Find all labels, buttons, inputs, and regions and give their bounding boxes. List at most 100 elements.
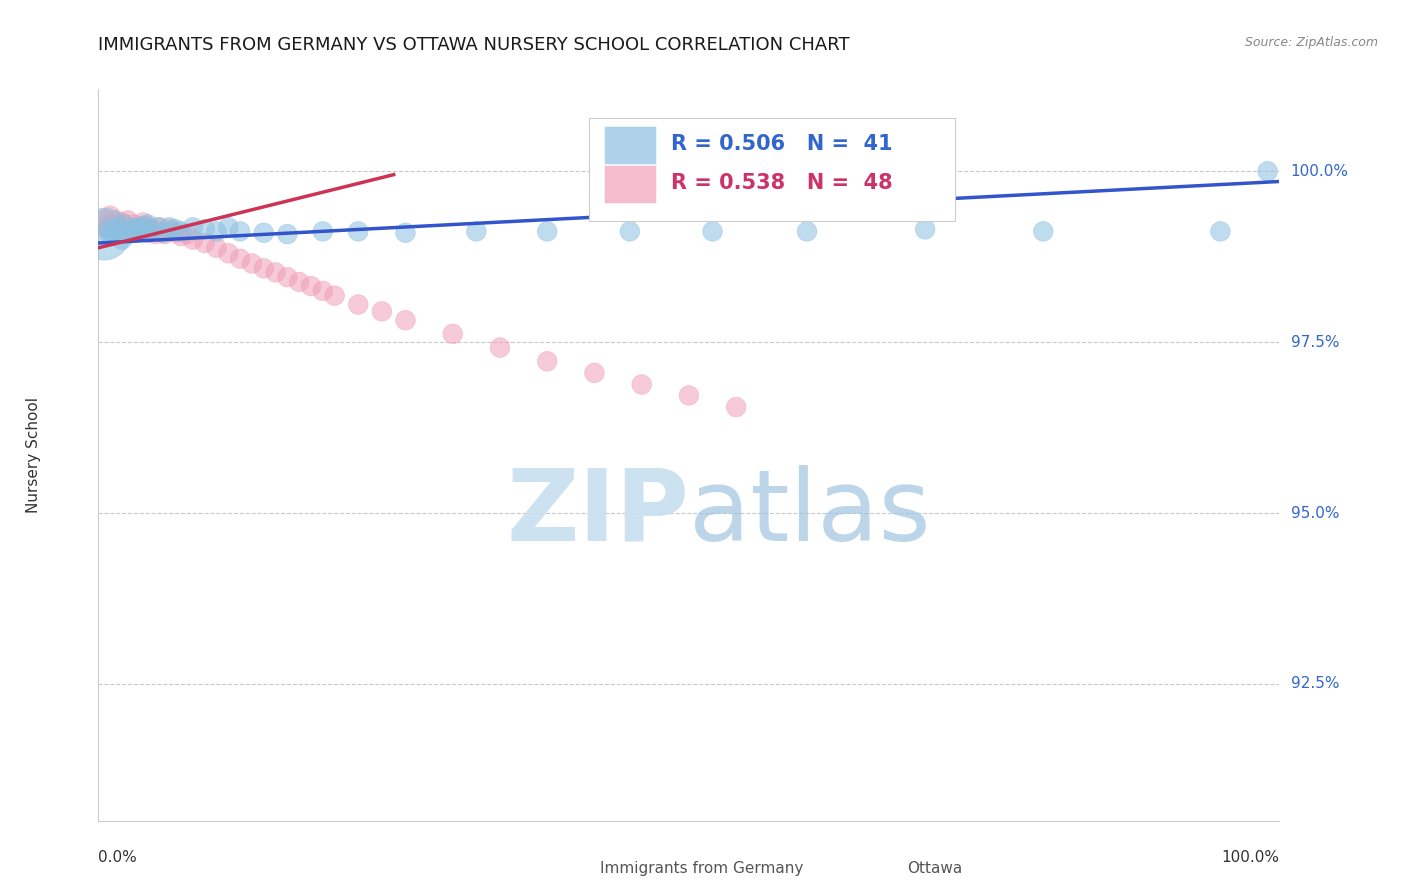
Point: [288, 275, 311, 289]
Point: [122, 222, 145, 236]
Point: [205, 241, 228, 255]
Point: [97, 219, 120, 233]
Point: [105, 213, 128, 227]
Point: [914, 222, 936, 236]
Point: [394, 313, 416, 327]
Text: R = 0.538   N =  48: R = 0.538 N = 48: [671, 173, 893, 193]
Point: [98, 209, 121, 223]
Point: [170, 224, 193, 238]
Text: Ottawa: Ottawa: [907, 861, 963, 876]
Point: [170, 229, 193, 244]
Point: [619, 224, 641, 238]
Point: [678, 388, 700, 402]
Point: [135, 222, 157, 236]
Point: [98, 229, 121, 244]
Point: [157, 220, 180, 235]
Point: [176, 227, 198, 241]
Point: [205, 224, 228, 238]
Point: [125, 220, 148, 235]
Point: [108, 226, 131, 240]
Point: [143, 227, 166, 241]
Point: [132, 215, 155, 229]
Point: [136, 218, 159, 232]
Point: [253, 261, 276, 276]
Text: ZIP: ZIP: [506, 465, 689, 562]
Point: [702, 224, 724, 238]
Point: [165, 222, 187, 236]
Point: [299, 279, 322, 293]
Text: 92.5%: 92.5%: [1291, 676, 1339, 691]
Point: [117, 227, 139, 241]
FancyBboxPatch shape: [533, 855, 596, 883]
Point: [149, 220, 172, 235]
Point: [125, 226, 148, 240]
Point: [194, 222, 217, 236]
Point: [136, 226, 159, 240]
Point: [217, 246, 239, 260]
Point: [181, 220, 204, 235]
Point: [117, 213, 139, 227]
Point: [1257, 164, 1279, 178]
Point: [141, 224, 163, 238]
Point: [194, 235, 217, 250]
Point: [157, 222, 180, 236]
FancyBboxPatch shape: [605, 126, 655, 164]
Point: [312, 284, 335, 298]
Point: [146, 220, 169, 235]
Text: Immigrants from Germany: Immigrants from Germany: [600, 861, 804, 876]
Point: [323, 288, 346, 302]
Text: Source: ZipAtlas.com: Source: ZipAtlas.com: [1244, 36, 1378, 49]
Point: [112, 218, 135, 232]
Point: [101, 220, 124, 235]
Point: [394, 226, 416, 240]
Text: IMMIGRANTS FROM GERMANY VS OTTAWA NURSERY SCHOOL CORRELATION CHART: IMMIGRANTS FROM GERMANY VS OTTAWA NURSER…: [98, 36, 851, 54]
Point: [347, 297, 370, 311]
Text: 100.0%: 100.0%: [1291, 164, 1348, 178]
Point: [489, 341, 512, 355]
Text: 97.5%: 97.5%: [1291, 334, 1339, 350]
Point: [536, 354, 558, 368]
Point: [371, 304, 394, 318]
Point: [181, 233, 204, 247]
Point: [347, 224, 370, 238]
Point: [630, 377, 652, 392]
Point: [135, 219, 157, 233]
Point: [132, 219, 155, 233]
Point: [796, 224, 818, 238]
Point: [141, 222, 163, 236]
Text: 95.0%: 95.0%: [1291, 506, 1339, 521]
Point: [128, 224, 150, 238]
Text: atlas: atlas: [689, 465, 931, 562]
Point: [217, 220, 239, 235]
Point: [153, 227, 176, 241]
Point: [97, 222, 120, 236]
Text: R = 0.506   N =  41: R = 0.506 N = 41: [671, 134, 893, 154]
Text: 0.0%: 0.0%: [98, 850, 138, 865]
Point: [276, 270, 298, 285]
Point: [152, 226, 174, 240]
FancyBboxPatch shape: [841, 855, 904, 883]
Point: [93, 212, 115, 227]
Point: [312, 224, 335, 238]
Text: Nursery School: Nursery School: [25, 397, 41, 513]
Point: [1209, 224, 1232, 238]
Point: [128, 220, 150, 235]
Point: [441, 326, 464, 341]
FancyBboxPatch shape: [589, 119, 955, 221]
Point: [108, 219, 131, 233]
Point: [240, 256, 263, 270]
Point: [276, 227, 298, 241]
Point: [465, 224, 488, 238]
Point: [111, 215, 134, 229]
Point: [93, 227, 115, 241]
Point: [91, 220, 114, 235]
Point: [583, 366, 606, 380]
Point: [111, 233, 134, 247]
Point: [105, 220, 128, 235]
Point: [112, 226, 135, 240]
Point: [253, 226, 276, 240]
Point: [121, 222, 143, 236]
Point: [536, 224, 558, 238]
Point: [264, 265, 287, 279]
Point: [165, 226, 187, 240]
